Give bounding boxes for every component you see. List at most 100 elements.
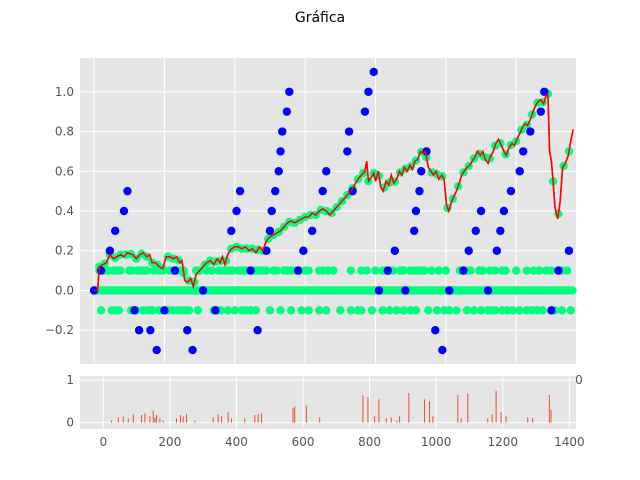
- volume-bar-20: [220, 416, 222, 423]
- blue-point-20: [253, 326, 262, 335]
- blue-point-36: [344, 127, 354, 136]
- blue-point-40: [369, 67, 378, 77]
- volume-bar-17: [194, 420, 196, 423]
- blue-point-24: [271, 186, 280, 196]
- green-point-468: [392, 306, 401, 315]
- vol-x-tick-7: 1400: [554, 435, 585, 449]
- blue-point-29: [285, 87, 294, 96]
- green-point-380: [272, 266, 282, 275]
- volume-bar-25: [257, 414, 259, 423]
- figure-title: Gráfica: [295, 10, 345, 26]
- blue-point-34: [322, 167, 331, 176]
- volume-bar-48: [495, 390, 497, 423]
- green-point-455: [276, 306, 285, 315]
- blue-point-39: [364, 87, 373, 96]
- volume-bar-21: [227, 412, 229, 423]
- volume-bar-22: [230, 418, 232, 423]
- green-point-436: [147, 306, 157, 315]
- green-point-449: [230, 306, 239, 315]
- green-point-457: [297, 306, 306, 315]
- green-point-346: [116, 266, 125, 275]
- blue-point-67: [547, 306, 556, 315]
- main-y-tick-labels: −0.2 0.0 0.2 0.4 0.6 0.8 1.0: [45, 85, 74, 337]
- blue-point-51: [438, 345, 447, 355]
- volume-bar-4: [132, 414, 134, 423]
- green-point-420: [511, 266, 521, 275]
- blue-points-series: [89, 67, 574, 355]
- volume-bar-34: [378, 399, 380, 423]
- green-point-454: [265, 306, 275, 315]
- green-point-492: [557, 306, 567, 315]
- green-point-485: [508, 306, 517, 315]
- volume-bar-chart: 0 200 400 600 800 1000 1200 1400 01: [66, 373, 584, 449]
- green-point-473: [432, 306, 442, 315]
- blue-point-53: [459, 266, 468, 275]
- green-point-413: [466, 266, 475, 275]
- volume-bar-54: [550, 409, 552, 423]
- green-point-419: [501, 266, 510, 275]
- blue-point-55: [471, 226, 480, 236]
- green-point-387: [304, 266, 313, 275]
- blue-point-6: [130, 306, 139, 315]
- volume-bar-46: [487, 418, 489, 423]
- volume-bar-26: [260, 413, 262, 423]
- blue-point-16: [227, 226, 236, 236]
- blue-point-13: [188, 345, 197, 355]
- volume-bar-52: [532, 418, 534, 423]
- main-partial-tick-label: 0: [575, 373, 583, 387]
- blue-point-47: [415, 186, 424, 196]
- volume-bar-24: [254, 415, 256, 423]
- volume-bar-0: [111, 420, 113, 423]
- green-point-444: [193, 306, 203, 315]
- blue-point-8: [146, 326, 155, 335]
- volume-bar-30: [319, 417, 321, 423]
- volume-bar-42: [432, 416, 434, 423]
- green-point-431: [114, 306, 123, 315]
- blue-point-14: [198, 286, 208, 295]
- volume-bar-49: [500, 412, 502, 423]
- green-point-407: [427, 266, 436, 275]
- blue-point-62: [515, 167, 524, 176]
- blue-point-19: [246, 266, 255, 275]
- green-point-466: [378, 306, 387, 315]
- volume-bar-2: [122, 416, 124, 423]
- green-point-395: [371, 266, 380, 275]
- green-point-364: [207, 266, 217, 275]
- green-point-415: [478, 266, 487, 275]
- green-point-472: [424, 306, 433, 315]
- blue-point-56: [476, 206, 486, 216]
- green-point-392: [346, 266, 356, 275]
- blue-point-48: [417, 167, 426, 176]
- blue-point-64: [526, 127, 535, 136]
- blue-point-46: [411, 206, 421, 216]
- green-point-421: [522, 266, 531, 275]
- green-point-461: [336, 306, 345, 315]
- vol-x-tick-5: 1000: [421, 435, 452, 449]
- green-point-406: [420, 266, 429, 275]
- blue-point-32: [307, 226, 317, 236]
- green-point-425: [547, 266, 556, 275]
- volume-y-tick-labels: 01: [66, 373, 74, 429]
- blue-point-23: [267, 206, 276, 216]
- green-point-482: [490, 306, 500, 315]
- blue-point-63: [519, 147, 528, 156]
- volume-bar-29: [305, 405, 307, 423]
- blue-point-4: [119, 206, 129, 216]
- green-point-394: [362, 266, 371, 275]
- blue-point-9: [152, 345, 161, 355]
- volume-bar-13: [176, 418, 178, 423]
- volume-bar-12: [162, 420, 164, 423]
- green-point-478: [469, 306, 479, 315]
- green-point-464: [357, 306, 366, 315]
- blue-point-26: [276, 147, 285, 156]
- blue-point-33: [318, 186, 327, 196]
- volume-bars-series: [111, 390, 552, 423]
- green-point-467: [385, 306, 394, 315]
- green-point-460: [322, 306, 331, 315]
- blue-point-31: [299, 246, 308, 255]
- main-y-tick-1: 0.0: [55, 283, 74, 297]
- blue-point-22: [265, 226, 275, 236]
- blue-point-27: [278, 127, 287, 136]
- vol-x-tick-0: 0: [99, 435, 107, 449]
